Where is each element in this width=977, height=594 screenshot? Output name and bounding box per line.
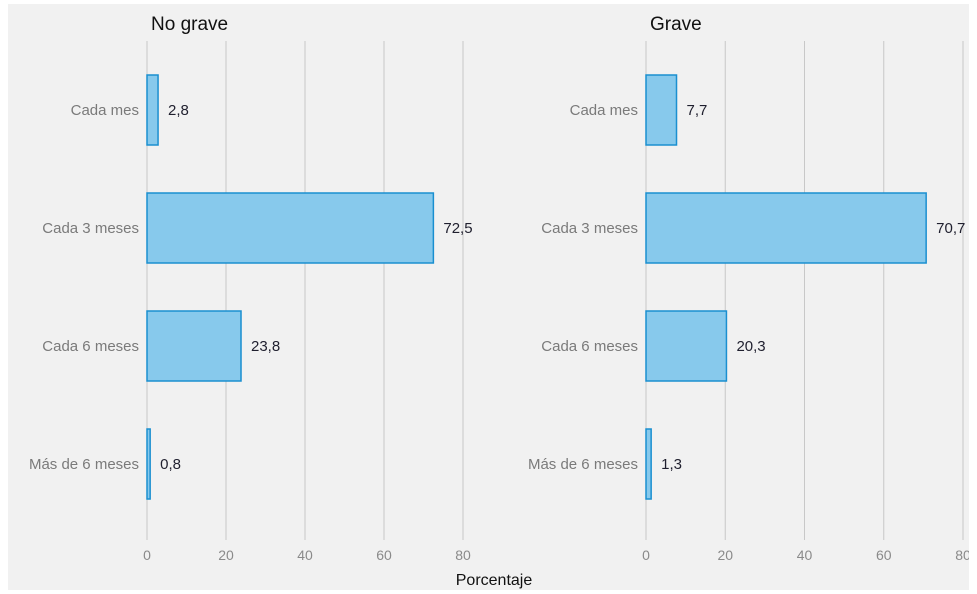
- data-label: 2,8: [168, 102, 189, 119]
- x-tick-label: 40: [297, 547, 313, 563]
- category-label: Cada mes: [570, 102, 638, 119]
- bar: [645, 192, 927, 264]
- data-label: 1,3: [661, 456, 682, 473]
- panel-grave: 0 20 40 60 80 Grave Cada mes 7,7 Cada 3 meses 70,…: [528, 14, 969, 563]
- x-tick-label: 60: [876, 547, 892, 563]
- data-label: 70,7: [936, 220, 965, 237]
- bar: [146, 310, 242, 382]
- panel-title: No grave: [151, 14, 228, 35]
- category-label: Cada 3 meses: [541, 220, 638, 237]
- bar: [146, 428, 151, 500]
- x-tick-label: 20: [218, 547, 234, 563]
- category-label: Cada 6 meses: [42, 338, 139, 355]
- panel-title: Grave: [650, 14, 702, 35]
- x-axis-title: Porcentaje: [456, 572, 533, 589]
- category-label: Más de 6 meses: [29, 456, 139, 473]
- x-tick-label: 0: [642, 547, 650, 563]
- bar: [645, 428, 652, 500]
- x-tick-label: 80: [455, 547, 471, 563]
- bar: [146, 74, 159, 146]
- bar: [645, 310, 728, 382]
- panel-no-grave: 0 20 40 60 80 No grave Cada mes 2,8 Cada 3 meses…: [29, 14, 473, 563]
- data-label: 72,5: [443, 220, 472, 237]
- chart-figure: 0 20 40 60 80 No grave Cada mes 2,8 Cada 3 meses…: [8, 4, 969, 590]
- category-label: Cada 3 meses: [42, 220, 139, 237]
- category-label: Más de 6 meses: [528, 456, 638, 473]
- data-label: 23,8: [251, 338, 280, 355]
- x-tick-label: 0: [143, 547, 151, 563]
- x-tick-label: 40: [797, 547, 813, 563]
- data-label: 7,7: [687, 102, 708, 119]
- data-label: 20,3: [736, 338, 765, 355]
- x-tick-label: 60: [376, 547, 392, 563]
- category-label: Cada mes: [71, 102, 139, 119]
- data-label: 0,8: [160, 456, 181, 473]
- bar: [645, 74, 678, 146]
- category-label: Cada 6 meses: [541, 338, 638, 355]
- chart-svg: 0 20 40 60 80 No grave Cada mes 2,8 Cada 3 meses…: [29, 14, 969, 589]
- bar: [146, 192, 435, 264]
- x-tick-label: 20: [717, 547, 733, 563]
- x-tick-label: 80: [955, 547, 969, 563]
